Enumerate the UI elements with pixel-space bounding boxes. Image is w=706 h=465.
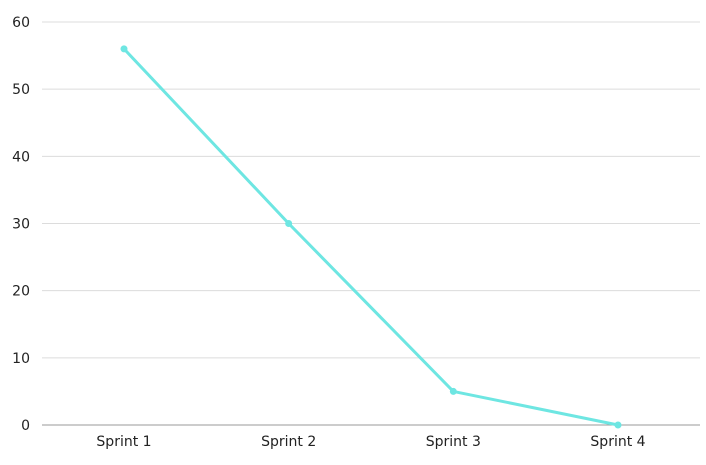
y-tick-label: 10 bbox=[12, 351, 30, 367]
x-tick-label: Sprint 3 bbox=[426, 434, 481, 450]
data-point bbox=[449, 387, 457, 395]
data-point bbox=[120, 45, 128, 53]
y-tick-label: 20 bbox=[12, 284, 30, 300]
x-tick-label: Sprint 1 bbox=[96, 434, 151, 450]
y-axis: 0 10 20 30 40 50 60 bbox=[12, 15, 30, 434]
y-tick-label: 0 bbox=[21, 418, 30, 434]
y-tick-label: 50 bbox=[12, 82, 30, 98]
x-tick-label: Sprint 2 bbox=[261, 434, 316, 450]
x-axis: Sprint 1 Sprint 2 Sprint 3 Sprint 4 bbox=[42, 424, 700, 450]
y-tick-label: 60 bbox=[12, 15, 30, 31]
y-tick-label: 40 bbox=[12, 149, 30, 165]
series-line bbox=[122, 47, 620, 427]
data-point bbox=[285, 220, 293, 227]
series-layer bbox=[120, 45, 622, 429]
data-point bbox=[614, 421, 622, 429]
gridlines bbox=[42, 21, 700, 359]
x-tick-label: Sprint 4 bbox=[590, 434, 645, 450]
y-tick-label: 30 bbox=[12, 217, 30, 233]
